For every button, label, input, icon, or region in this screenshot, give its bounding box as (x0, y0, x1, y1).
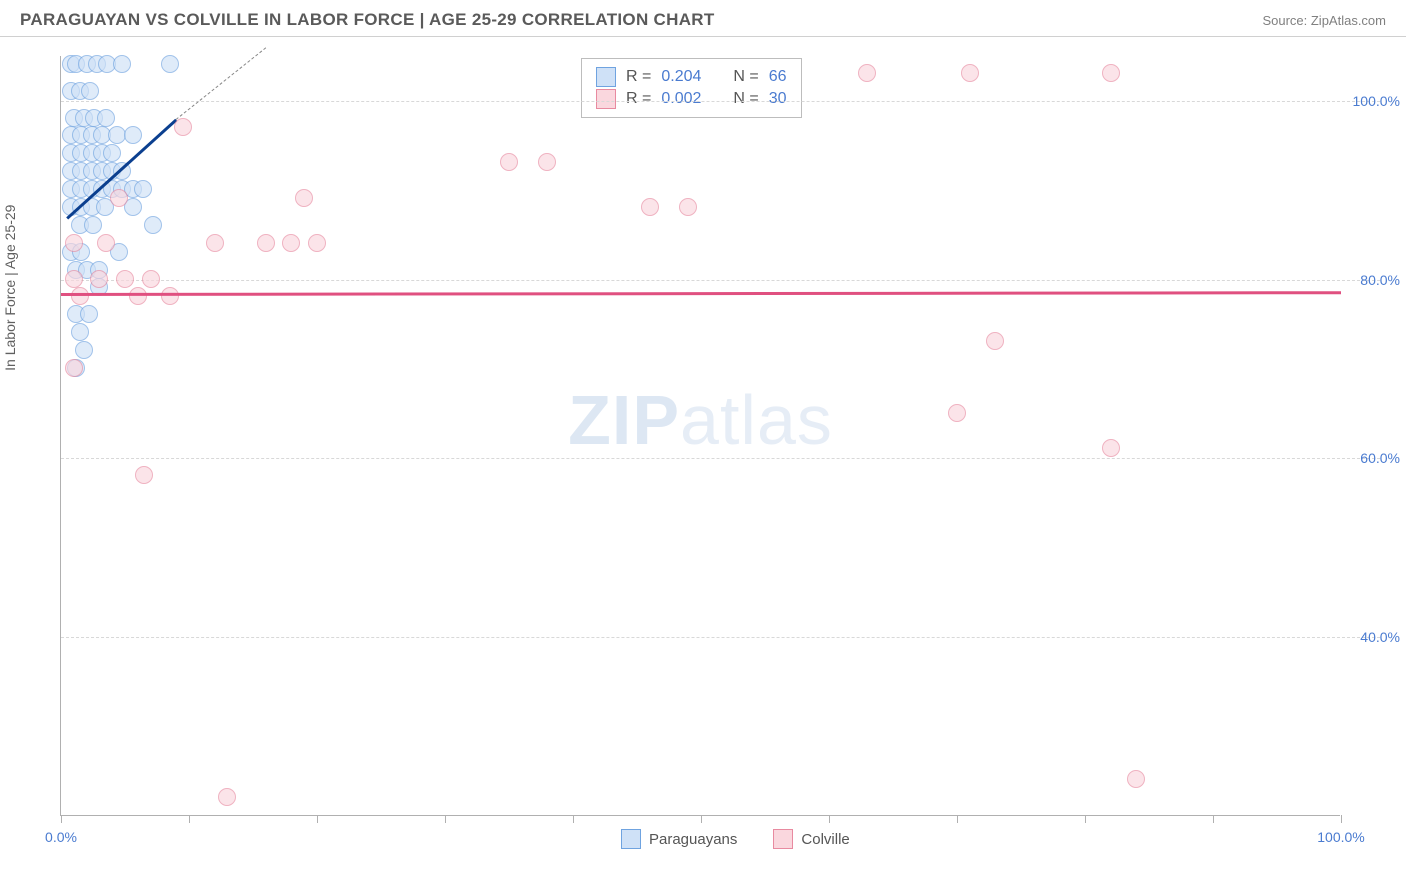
data-point (90, 270, 108, 288)
gridline-h (61, 458, 1380, 459)
legend-swatch (621, 829, 641, 849)
chart-area: In Labor Force | Age 25-29 ZIPatlas R =0… (20, 46, 1386, 846)
data-point (135, 466, 153, 484)
chart-header: PARAGUAYAN VS COLVILLE IN LABOR FORCE | … (0, 0, 1406, 37)
x-tick (701, 815, 702, 823)
data-point (103, 144, 121, 162)
x-tick-label: 100.0% (1317, 829, 1364, 845)
data-point (81, 82, 99, 100)
data-point (986, 332, 1004, 350)
data-point (1127, 770, 1145, 788)
data-point (206, 234, 224, 252)
data-point (257, 234, 275, 252)
data-point (65, 270, 83, 288)
legend-item: Colville (773, 829, 849, 849)
legend-r-label: R = (626, 68, 651, 86)
y-tick-label: 80.0% (1360, 272, 1400, 288)
data-point (961, 64, 979, 82)
gridline-h (61, 637, 1380, 638)
chart-title: PARAGUAYAN VS COLVILLE IN LABOR FORCE | … (20, 10, 715, 30)
data-point (308, 234, 326, 252)
data-point (124, 126, 142, 144)
legend-r-label: R = (626, 90, 651, 108)
x-tick (317, 815, 318, 823)
gridline-h (61, 280, 1380, 281)
legend-item: Paraguayans (621, 829, 737, 849)
data-point (97, 234, 115, 252)
plot-region: ZIPatlas R =0.204N =66R =0.002N =30 Para… (60, 56, 1340, 816)
data-point (84, 216, 102, 234)
data-point (134, 180, 152, 198)
data-point (75, 341, 93, 359)
data-point (161, 287, 179, 305)
legend-row: R = 0.002 N = 30 (596, 89, 787, 109)
data-point (218, 788, 236, 806)
y-tick-label: 40.0% (1360, 629, 1400, 645)
data-point (679, 198, 697, 216)
legend-label: Paraguayans (649, 831, 737, 848)
data-point (71, 323, 89, 341)
data-point (142, 270, 160, 288)
watermark: ZIPatlas (568, 380, 833, 460)
legend-n-label: N = (733, 90, 758, 108)
y-tick-label: 100.0% (1353, 93, 1400, 109)
data-point (116, 270, 134, 288)
y-axis-label: In Labor Force | Age 25-29 (2, 205, 18, 371)
data-point (1102, 64, 1120, 82)
data-point (110, 189, 128, 207)
data-point (282, 234, 300, 252)
x-tick (1341, 815, 1342, 823)
data-point (129, 287, 147, 305)
legend-swatch (596, 89, 616, 109)
chart-source: Source: ZipAtlas.com (1262, 13, 1386, 28)
x-tick (829, 815, 830, 823)
legend-n-value: 66 (769, 68, 787, 86)
data-point (500, 153, 518, 171)
legend-label: Colville (801, 831, 849, 848)
legend-r-value: 0.204 (661, 68, 701, 86)
legend-row: R = 0.204 N = 66 (596, 67, 787, 87)
data-point (65, 359, 83, 377)
legend-n-label: N = (733, 68, 758, 86)
data-point (161, 55, 179, 73)
y-tick-label: 60.0% (1360, 450, 1400, 466)
x-tick (189, 815, 190, 823)
data-point (641, 198, 659, 216)
correlation-legend: R = 0.204 N = 66 R = 0.002 N = 30 (581, 58, 802, 118)
data-point (97, 109, 115, 127)
data-point (538, 153, 556, 171)
data-point (65, 234, 83, 252)
data-point (858, 64, 876, 82)
trend-line-extension (176, 47, 266, 119)
gridline-h (61, 101, 1380, 102)
x-tick (1213, 815, 1214, 823)
data-point (80, 305, 98, 323)
legend-swatch (773, 829, 793, 849)
data-point (1102, 439, 1120, 457)
data-point (113, 55, 131, 73)
x-tick (573, 815, 574, 823)
data-point (71, 287, 89, 305)
x-tick (1085, 815, 1086, 823)
data-point (295, 189, 313, 207)
legend-swatch (596, 67, 616, 87)
x-tick (445, 815, 446, 823)
legend-n-value: 30 (769, 90, 787, 108)
data-point (144, 216, 162, 234)
x-tick (61, 815, 62, 823)
x-tick (957, 815, 958, 823)
data-point (174, 118, 192, 136)
trend-line (61, 291, 1341, 295)
x-tick-label: 0.0% (45, 829, 77, 845)
legend-r-value: 0.002 (661, 90, 701, 108)
data-point (948, 404, 966, 422)
series-legend: Paraguayans Colville (621, 829, 850, 849)
